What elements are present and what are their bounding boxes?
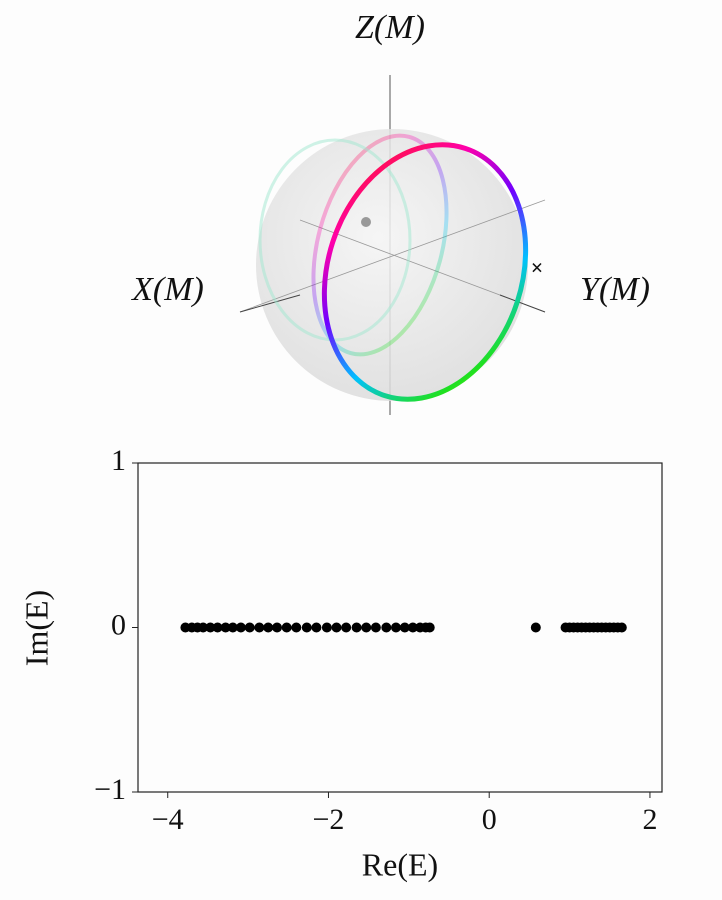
point <box>281 622 292 633</box>
point <box>198 622 209 633</box>
point <box>235 622 246 633</box>
x-tick-label: 0 <box>482 803 497 836</box>
y-tick-label: −1 <box>94 773 126 806</box>
sphere: × Z(M) X(M) Y(M) <box>130 9 650 415</box>
point <box>212 622 223 633</box>
x-axis-title: Re(E) <box>362 846 438 882</box>
x-tick-label: 2 <box>642 803 657 836</box>
point <box>351 622 362 633</box>
point <box>341 622 352 633</box>
point <box>331 622 342 633</box>
point <box>381 622 392 633</box>
z-axis-label: Z(M) <box>355 9 425 46</box>
point <box>407 622 418 633</box>
svg-text:×: × <box>531 255 544 280</box>
point <box>321 622 332 633</box>
point <box>311 622 322 633</box>
y-tick-label: 1 <box>111 444 126 477</box>
point <box>616 622 627 633</box>
point <box>272 622 283 633</box>
point <box>301 622 312 633</box>
x-tick-label: −4 <box>152 803 184 836</box>
y-axis-label: Y(M) <box>580 271 650 308</box>
x-tick-label: −2 <box>313 803 345 836</box>
point <box>399 622 410 633</box>
y-axis-title: Im(E) <box>18 590 54 666</box>
point <box>424 622 435 633</box>
point <box>291 622 302 633</box>
point <box>361 622 372 633</box>
point <box>263 622 274 633</box>
point <box>227 622 238 633</box>
point <box>254 622 265 633</box>
y-tick-label: 0 <box>111 608 126 641</box>
point <box>530 622 541 633</box>
point <box>370 622 381 633</box>
point <box>205 622 216 633</box>
point <box>220 622 231 633</box>
point <box>390 622 401 633</box>
point <box>244 622 255 633</box>
x-axis-label: X(M) <box>130 271 204 308</box>
